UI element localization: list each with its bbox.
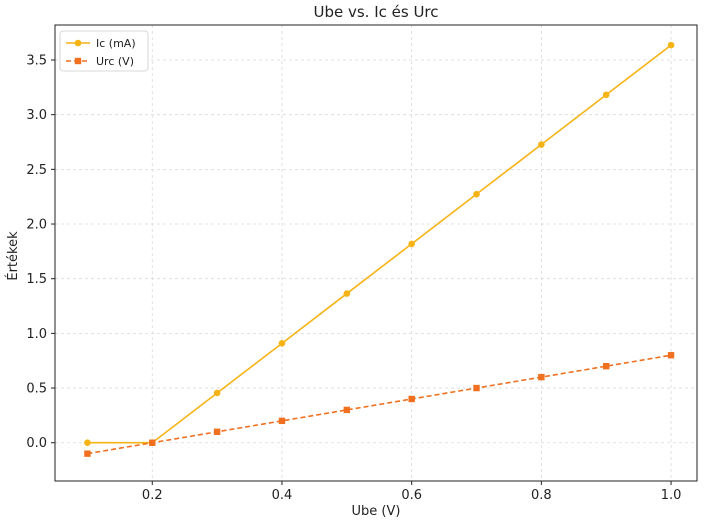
legend-item: Urc (V): [66, 55, 134, 68]
x-axis-label: Ube (V): [352, 504, 401, 519]
data-point: [602, 91, 610, 99]
x-tick-label: 0.2: [142, 488, 163, 503]
series-2: [84, 352, 675, 457]
y-axis-ticks: 0.0 0.5 1.0 1.5 2.0 2.5 3.0 3.5: [26, 53, 55, 451]
data-point: [538, 373, 545, 381]
legend-marker: [74, 57, 82, 65]
y-tick-label: 0.0: [26, 436, 47, 451]
data-point: [84, 450, 91, 457]
y-tick-label: 1.5: [26, 272, 47, 287]
data-point: [538, 141, 545, 148]
data-point: [213, 389, 221, 397]
series-line: [87, 354, 672, 455]
legend: Ic (mA) Urc (V): [59, 30, 149, 72]
legend-label: Ic (mA): [96, 37, 136, 50]
x-tick-label: 0.4: [272, 488, 293, 503]
x-tick-label: 1.0: [661, 488, 682, 503]
x-tick-label: 0.6: [401, 488, 422, 503]
data-point: [84, 439, 91, 447]
data-point: [278, 417, 286, 425]
data-point: [473, 190, 480, 198]
data-point: [667, 41, 675, 49]
x-axis-ticks: 0.2 0.4 0.6 0.8 1.0: [142, 481, 681, 503]
legend-label: Urc (V): [96, 55, 134, 68]
y-tick-label: 3.5: [26, 53, 47, 68]
y-tick-label: 3.0: [26, 108, 47, 123]
y-tick-label: 0.5: [26, 382, 47, 397]
y-tick-label: 2.5: [26, 163, 47, 178]
plot-frame: [54, 24, 698, 482]
data-point: [213, 428, 221, 435]
series-1: [84, 41, 675, 447]
data-point: [278, 340, 286, 347]
y-tick-label: 1.0: [26, 327, 47, 342]
data-point: [343, 406, 351, 414]
legend-item: Ic (mA): [66, 37, 136, 50]
series-layer: [84, 41, 675, 457]
y-tick-label: 2.0: [26, 218, 47, 233]
y-axis-label: Értékek: [5, 231, 21, 281]
x-tick-label: 0.8: [531, 488, 552, 503]
data-point: [408, 395, 415, 403]
series-line: [87, 44, 672, 444]
data-point: [667, 352, 675, 359]
data-point: [343, 290, 351, 297]
data-point: [603, 362, 610, 370]
chart-title: Ube vs. Ic és Urc: [313, 3, 438, 21]
data-point: [149, 439, 156, 446]
data-point: [408, 240, 415, 248]
legend-marker: [74, 39, 82, 47]
grid: [55, 25, 697, 481]
data-point: [473, 384, 480, 392]
